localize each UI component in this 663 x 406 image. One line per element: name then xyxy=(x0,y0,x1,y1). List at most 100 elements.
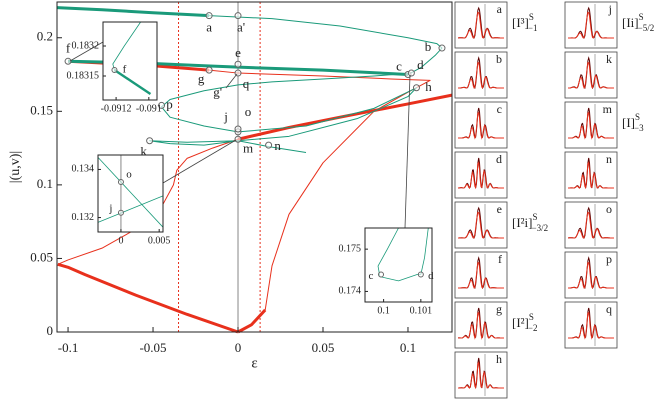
profile-curve xyxy=(568,61,614,90)
curve xyxy=(209,15,443,75)
profile-panel: k xyxy=(564,51,618,99)
point-label: q xyxy=(243,76,250,91)
point-label: c xyxy=(369,270,374,282)
curve xyxy=(57,138,239,265)
y-tick-label: 0.174 xyxy=(339,286,362,297)
panel-letter: e xyxy=(497,202,502,216)
profile-curve xyxy=(568,161,614,190)
point-label: m xyxy=(243,140,253,155)
curve xyxy=(112,21,141,71)
profile-panel: q xyxy=(564,301,618,349)
point-label: o xyxy=(126,168,132,180)
point xyxy=(407,69,415,77)
curve xyxy=(57,262,239,334)
curve xyxy=(113,69,152,95)
panel-letter: a xyxy=(497,2,503,16)
point xyxy=(117,209,124,216)
panel-tag: [I²]S −2 xyxy=(512,312,537,333)
point-label: a' xyxy=(237,20,245,35)
panel-letter: d xyxy=(496,152,502,166)
profile-curve xyxy=(568,111,614,140)
x-tick-label: 0 xyxy=(235,340,242,355)
curve xyxy=(420,227,429,275)
point-label: d xyxy=(428,270,434,282)
y-axis-label: |(u,v)| xyxy=(8,151,23,183)
point xyxy=(117,178,124,185)
y-tick-label: 0 xyxy=(47,323,54,338)
tag-sub: −3/2 xyxy=(532,223,549,233)
x-tick-label: 0.101 xyxy=(410,305,433,316)
panel-letter: q xyxy=(606,302,612,316)
point-label: g xyxy=(198,71,205,86)
plot-area xyxy=(365,228,432,302)
profile-curve xyxy=(458,261,504,289)
x-tick-label: -0.1 xyxy=(58,340,79,355)
point-label: d xyxy=(417,57,424,72)
frame xyxy=(56,1,453,333)
y-tick-label: 0.175 xyxy=(339,243,362,254)
frame xyxy=(102,21,158,101)
tag-base: [Ii] xyxy=(622,15,639,30)
panel-frame xyxy=(454,351,508,399)
panel-frame xyxy=(564,151,618,199)
x-tick-label: 0 xyxy=(118,235,123,246)
profile-curve xyxy=(568,11,614,39)
profile-panel: m [I]S −3 xyxy=(564,101,644,149)
point-label: k xyxy=(140,144,147,159)
connector xyxy=(225,73,238,89)
panel-letter: h xyxy=(496,352,502,366)
point xyxy=(412,84,420,92)
chart-2: j o 0 0.005 0.134 0.132 xyxy=(72,154,170,246)
tag-sub: −1 xyxy=(528,23,538,33)
tag-sub: −5/2 xyxy=(638,23,655,33)
point-label: b xyxy=(425,39,432,54)
point xyxy=(265,141,273,149)
profile-curve xyxy=(568,211,614,239)
point-label: f xyxy=(123,64,127,76)
frame xyxy=(97,154,164,233)
point xyxy=(438,44,446,52)
profile-curve xyxy=(458,361,504,390)
connector xyxy=(69,41,104,62)
profile-panel: e [I²i]S −3/2 xyxy=(454,201,549,249)
tag-base: [I²] xyxy=(512,315,529,330)
point xyxy=(158,101,166,109)
point xyxy=(234,125,242,133)
profile-curve xyxy=(457,161,504,190)
panel-letter: b xyxy=(496,52,502,66)
panel-tag: [I]S −3 xyxy=(622,112,644,133)
y-tick-label: 0.132 xyxy=(72,212,95,223)
x-tick-label: 0.1 xyxy=(400,340,416,355)
chart-3: c d 0.1 0.101 0.175 0.174 xyxy=(339,227,434,316)
plot-area xyxy=(103,22,157,100)
point xyxy=(378,271,385,278)
point-label: j xyxy=(108,202,112,214)
point-label: f xyxy=(66,40,71,55)
point-label: j xyxy=(223,109,228,124)
panel-letter: j xyxy=(608,2,612,16)
point-label: h xyxy=(425,79,432,94)
profile-panel: d xyxy=(454,151,508,199)
profile-curve xyxy=(458,111,504,140)
panel-tag: [Ii]S −5/2 xyxy=(622,12,654,33)
curve xyxy=(149,72,417,154)
point xyxy=(234,60,242,68)
panel-letter: p xyxy=(606,252,612,266)
panel-letter: c xyxy=(497,102,502,116)
tag-sub: −2 xyxy=(528,323,538,333)
panel-frame xyxy=(454,201,508,249)
panel-tag: [I³]S −1 xyxy=(512,12,537,33)
y-tick-label: 0.18315 xyxy=(67,70,100,81)
point-label: p xyxy=(166,96,173,111)
x-tick-label: 0.05 xyxy=(312,340,335,355)
tag-base: [I²i] xyxy=(512,215,533,230)
plot-area xyxy=(98,155,163,232)
profile-panel: h xyxy=(454,351,508,399)
panel-letter: n xyxy=(606,152,612,166)
profile-curve xyxy=(458,61,504,90)
point xyxy=(417,271,424,278)
y-tick-label: 0.05 xyxy=(30,249,53,264)
point-label: c xyxy=(396,59,402,74)
tag-sup: S xyxy=(635,112,640,122)
profile-panel: b xyxy=(454,51,508,99)
